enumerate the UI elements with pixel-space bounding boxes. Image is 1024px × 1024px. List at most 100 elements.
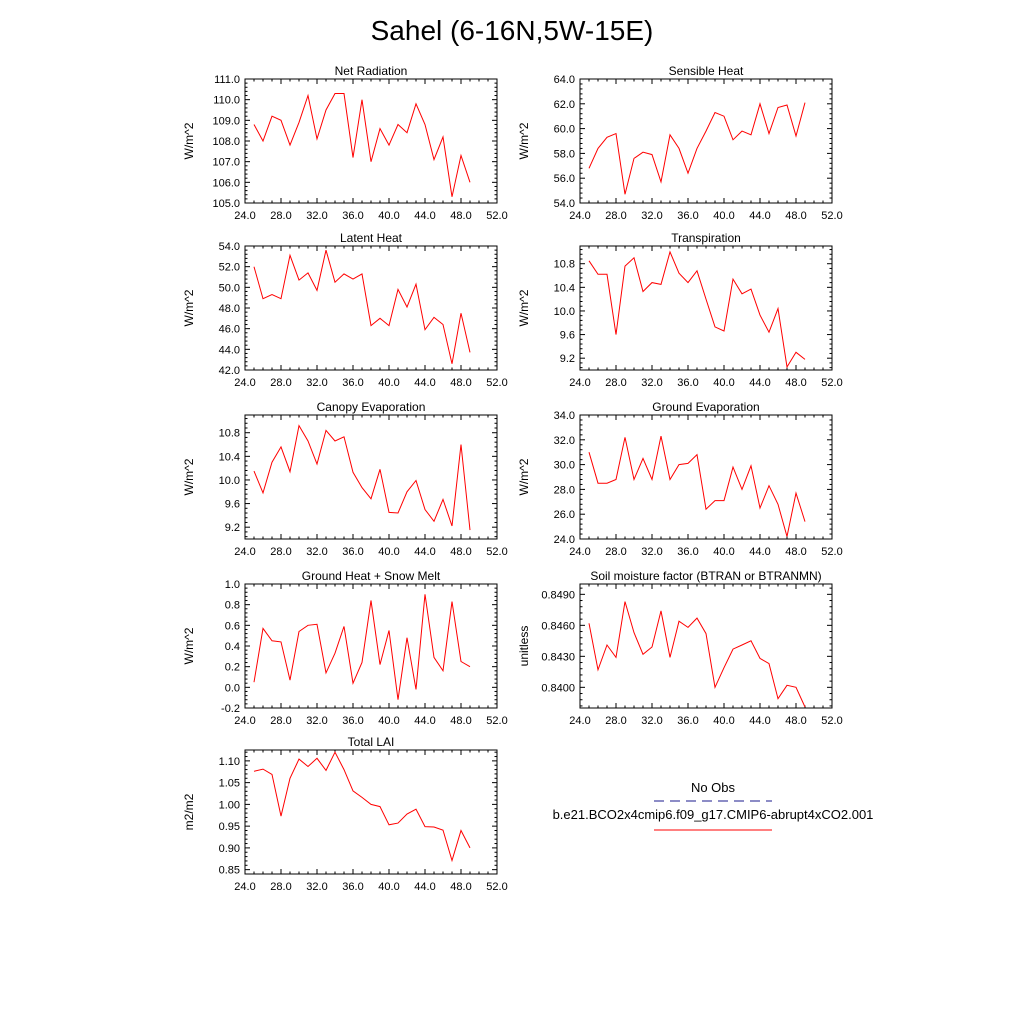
data-point [715, 500, 716, 501]
data-point [760, 658, 761, 659]
data-point [688, 627, 689, 628]
data-point [290, 255, 291, 256]
data-point [263, 492, 264, 493]
data-point [263, 769, 264, 770]
series-line [588, 601, 806, 708]
y-tick-label: 1.00 [219, 799, 240, 811]
data-point [598, 274, 599, 275]
data-point [724, 500, 725, 501]
y-tick-label: 0.2 [225, 662, 240, 674]
x-tick-label: 32.0 [641, 210, 662, 222]
y-tick-label: 48.0 [219, 303, 240, 315]
data-point [760, 103, 761, 104]
data-point [371, 804, 372, 805]
data-point [434, 521, 435, 522]
data-point [407, 814, 408, 815]
data-point [751, 134, 752, 135]
data-point [461, 313, 462, 314]
panel: Ground Evaporation W/m^2 24.0 28.0 32.0 36.0 4… [517, 400, 843, 558]
y-tick-label: 24.0 [554, 534, 575, 546]
data-point [263, 141, 264, 142]
y-tick-label: 9.6 [225, 499, 240, 511]
data-point [652, 282, 653, 283]
data-point [299, 759, 300, 760]
data-point [452, 363, 453, 364]
data-point [362, 99, 363, 100]
data-point [290, 145, 291, 146]
data-point [589, 452, 590, 453]
data-point [778, 504, 779, 505]
data-point [281, 120, 282, 121]
x-tick-label: 52.0 [486, 210, 507, 222]
x-tick-label: 36.0 [342, 210, 363, 222]
data-point [281, 816, 282, 817]
data-point [254, 471, 255, 472]
data-point [416, 284, 417, 285]
y-tick-label: 0.4 [225, 641, 240, 653]
panel: Soil moisture factor (BTRAN or BTRANMN) u… [517, 569, 843, 727]
data-point [787, 685, 788, 686]
data-point [661, 181, 662, 182]
data-point [254, 682, 255, 683]
data-point [724, 331, 725, 332]
data-point [425, 124, 426, 125]
data-point [416, 809, 417, 810]
x-tick-label: 52.0 [821, 546, 842, 558]
data-point [290, 778, 291, 779]
x-tick-label: 28.0 [605, 546, 626, 558]
data-point [416, 480, 417, 481]
data-point [589, 623, 590, 624]
data-point [742, 489, 743, 490]
data-point [371, 161, 372, 162]
data-point [272, 294, 273, 295]
data-point [326, 672, 327, 673]
data-point [733, 467, 734, 468]
x-tick-label: 40.0 [713, 377, 734, 389]
data-point [733, 649, 734, 650]
data-point [724, 116, 725, 117]
data-point [634, 257, 635, 258]
data-point [805, 102, 806, 103]
series-line [253, 751, 471, 863]
x-tick-label: 28.0 [270, 715, 291, 727]
data-point [380, 128, 381, 129]
y-tick-label: 9.6 [560, 330, 575, 342]
y-tick-label: 0.85 [219, 865, 240, 877]
panel-title: Ground Heat + Snow Melt [302, 569, 441, 583]
data-point [344, 626, 345, 627]
data-point [643, 654, 644, 655]
data-point [589, 168, 590, 169]
data-point [470, 182, 471, 183]
y-tick-label: 64.0 [554, 74, 575, 86]
y-tick-label: 58.0 [554, 148, 575, 160]
data-point [787, 367, 788, 368]
x-tick-label: 48.0 [450, 546, 471, 558]
data-point [254, 266, 255, 267]
data-point [416, 689, 417, 690]
x-tick-label: 44.0 [749, 715, 770, 727]
data-point [616, 657, 617, 658]
data-point [760, 315, 761, 316]
y-tick-label: 30.0 [554, 460, 575, 472]
panel-title: Canopy Evaporation [317, 400, 426, 414]
y-tick-label: 10.0 [554, 306, 575, 318]
data-point [616, 479, 617, 480]
data-point [317, 464, 318, 465]
x-tick-label: 28.0 [605, 377, 626, 389]
data-point [751, 640, 752, 641]
data-point [688, 463, 689, 464]
data-point [688, 173, 689, 174]
data-point [652, 647, 653, 648]
y-tick-label: 0.6 [225, 620, 240, 632]
data-point [607, 645, 608, 646]
data-point [625, 601, 626, 602]
data-point [634, 158, 635, 159]
y-tick-label: 9.2 [225, 522, 240, 534]
data-point [326, 430, 327, 431]
data-point [299, 280, 300, 281]
x-tick-label: 52.0 [486, 715, 507, 727]
data-point [706, 509, 707, 510]
x-tick-label: 40.0 [378, 210, 399, 222]
data-point [679, 148, 680, 149]
